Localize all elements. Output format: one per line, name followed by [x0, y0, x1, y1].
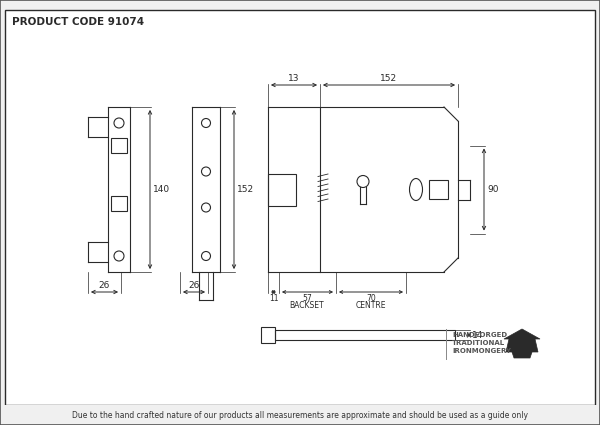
Text: HANDFORGED: HANDFORGED — [452, 332, 507, 338]
Text: 140: 140 — [153, 185, 170, 194]
Text: PRODUCT CODE 91074: PRODUCT CODE 91074 — [12, 17, 144, 27]
Text: TRADITIONAL: TRADITIONAL — [452, 340, 505, 346]
Text: 26: 26 — [99, 281, 110, 290]
Text: 11: 11 — [269, 294, 278, 303]
Bar — [0, 405, 600, 425]
Text: 14: 14 — [472, 331, 484, 340]
Bar — [111, 196, 127, 210]
Bar — [111, 138, 127, 153]
Text: CENTRE: CENTRE — [356, 301, 386, 310]
Bar — [275, 330, 455, 340]
Bar — [261, 327, 275, 343]
Text: BACKSET: BACKSET — [290, 301, 325, 310]
Text: 152: 152 — [380, 74, 398, 83]
Text: 152: 152 — [237, 185, 254, 194]
Text: 90: 90 — [487, 185, 499, 194]
Text: IRONMONGERY: IRONMONGERY — [452, 348, 511, 354]
Text: 70: 70 — [366, 294, 376, 303]
Text: 57: 57 — [302, 294, 312, 303]
Polygon shape — [512, 352, 532, 358]
Bar — [428, 180, 448, 199]
Text: 13: 13 — [288, 74, 300, 83]
Text: Due to the hand crafted nature of our products all measurements are approximate : Due to the hand crafted nature of our pr… — [72, 411, 528, 419]
Polygon shape — [504, 329, 540, 352]
Text: 26: 26 — [188, 281, 200, 290]
Bar — [268, 173, 296, 206]
